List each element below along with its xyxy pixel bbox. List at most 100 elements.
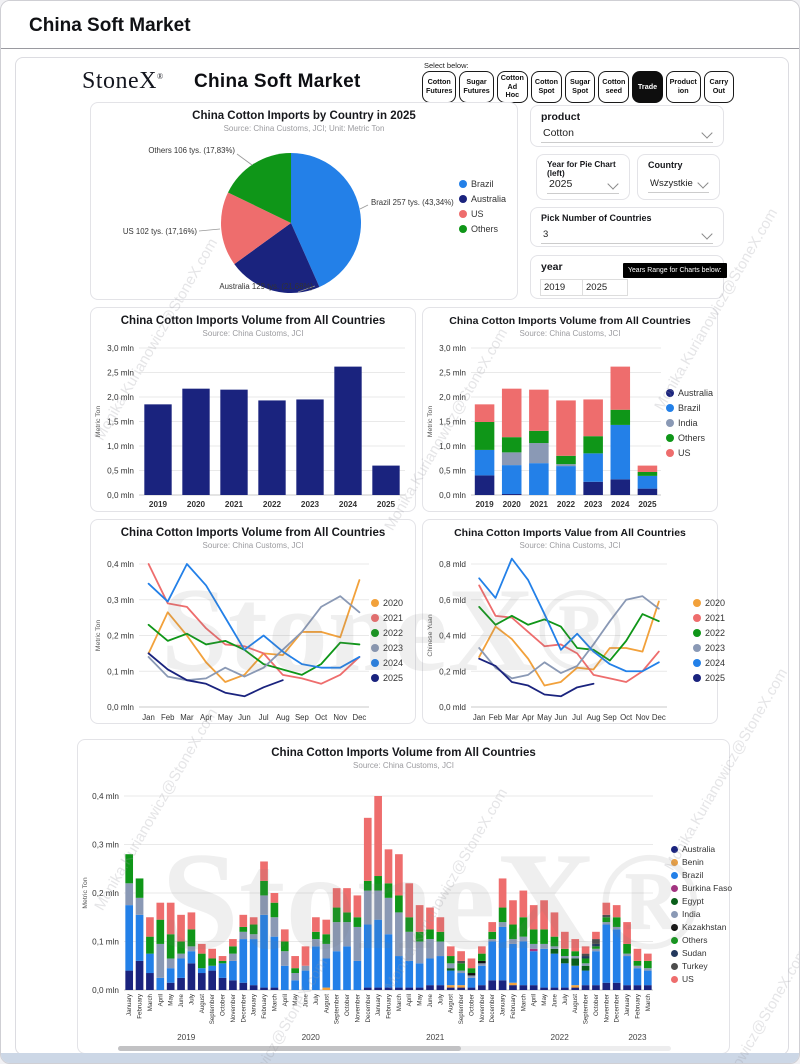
annual-stacked-legend: Australia Brazil India Others US: [666, 388, 713, 463]
legend-item-brazil[interactable]: Brazil: [666, 403, 713, 413]
svg-text:3,0 mln: 3,0 mln: [439, 344, 466, 353]
legend-dot: [371, 674, 379, 682]
svg-text:2022: 2022: [263, 500, 282, 509]
svg-text:Jul: Jul: [259, 713, 269, 722]
legend-dot: [666, 389, 674, 397]
tab-trade[interactable]: Trade: [632, 71, 663, 103]
legend-item-us[interactable]: US: [459, 209, 506, 219]
year-to-input[interactable]: [582, 279, 628, 296]
country-select-value: Wszystkie: [650, 178, 693, 189]
legend-item-others[interactable]: Others: [671, 935, 732, 945]
legend-item-2025[interactable]: 2025: [693, 673, 725, 683]
legend-label: Egypt: [682, 896, 704, 906]
registered-mark: ®: [157, 72, 164, 81]
stonex-logo-text: StoneX: [82, 68, 157, 94]
legend-item-us[interactable]: US: [666, 448, 713, 458]
legend-label: 2021: [705, 613, 726, 623]
legend-item-2020[interactable]: 2020: [371, 598, 403, 608]
legend-label: Brazil: [678, 403, 701, 413]
legend-label: 2025: [705, 673, 726, 683]
tab-cotton-seed[interactable]: Cotton seed: [598, 71, 630, 103]
chevron-down-icon: [701, 127, 713, 139]
legend-item-australia[interactable]: Australia: [666, 388, 713, 398]
legend-item-2022[interactable]: 2022: [371, 628, 403, 638]
legend-label: Brazil: [682, 870, 704, 880]
legend-item-india[interactable]: India: [666, 418, 713, 428]
legend-item-australia[interactable]: Australia: [459, 194, 506, 204]
annual-volume-bar-source: Source: China Customs, JCI: [202, 329, 304, 338]
pie-year-select[interactable]: 2025: [547, 176, 619, 194]
svg-text:2020: 2020: [503, 500, 522, 509]
pick-countries-select[interactable]: 3: [541, 227, 713, 244]
legend-label: 2023: [705, 643, 726, 653]
legend-item-burkina-faso[interactable]: Burkina Faso: [671, 883, 732, 893]
svg-text:August: August: [448, 994, 455, 1014]
year-from-input[interactable]: [540, 279, 586, 296]
legend-item-2021[interactable]: 2021: [693, 613, 725, 623]
annual-volume-bar-title: China Cotton Imports Volume from All Cou…: [120, 315, 386, 327]
svg-text:Apr: Apr: [200, 713, 213, 722]
legend-item-egypt[interactable]: Egypt: [671, 896, 732, 906]
svg-text:0,2 mln: 0,2 mln: [107, 632, 134, 641]
legend-item-others[interactable]: Others: [459, 224, 506, 234]
svg-text:Metric Ton: Metric Ton: [82, 877, 89, 908]
legend-dot: [693, 599, 701, 607]
svg-text:Jan: Jan: [473, 713, 486, 722]
svg-text:0,0 mln: 0,0 mln: [439, 491, 466, 500]
pick-countries-label: Pick Number of Countries: [541, 213, 652, 223]
legend-item-2024[interactable]: 2024: [693, 658, 725, 668]
legend-item-2021[interactable]: 2021: [371, 613, 403, 623]
legend-item-others[interactable]: Others: [666, 433, 713, 443]
tab-carry-out[interactable]: Carry Out: [703, 71, 734, 103]
svg-text:2019: 2019: [177, 1033, 196, 1042]
product-label: product: [541, 111, 581, 123]
annual-volume-bar-chart: 0,0 mln 0,5 mln 1,0 mln 1,5 mln 2,0 mln 2,5 m…: [95, 344, 405, 509]
tab-cotton-futures[interactable]: Cotton Futures: [422, 71, 457, 103]
tab-cotton-spot[interactable]: Cotton Spot: [530, 71, 563, 103]
legend-item-us[interactable]: US: [671, 974, 732, 984]
tab-product-ion[interactable]: Product ion: [665, 71, 701, 103]
legend-item-brazil[interactable]: Brazil: [459, 179, 506, 189]
legend-item-turkey[interactable]: Turkey: [671, 961, 732, 971]
svg-text:August: August: [572, 994, 579, 1014]
legend-item-2023[interactable]: 2023: [371, 643, 403, 653]
legend-item-sudan[interactable]: Sudan: [671, 948, 732, 958]
legend-item-2022[interactable]: 2022: [693, 628, 725, 638]
chevron-down-icon: [697, 177, 709, 189]
pie-chart-card: China Cotton Imports by Country in 2025 …: [90, 102, 518, 300]
legend-item-india[interactable]: India: [671, 909, 732, 919]
chart-scrollbar-track[interactable]: [118, 1046, 671, 1051]
country-select[interactable]: Wszystkie: [648, 176, 709, 193]
svg-text:March: March: [271, 993, 278, 1011]
legend-item-2020[interactable]: 2020: [693, 598, 725, 608]
legend-item-brazil[interactable]: Brazil: [671, 870, 732, 880]
legend-label: India: [682, 909, 701, 919]
page-title: China Soft Market: [29, 15, 191, 36]
legend-label: 2020: [383, 598, 404, 608]
pie-chart-title: China Cotton Imports by Country in 2025: [192, 110, 416, 122]
product-select[interactable]: Cotton: [541, 125, 713, 143]
svg-text:April: April: [157, 994, 164, 1006]
legend-label: Australia: [678, 388, 714, 398]
legend-item-benin[interactable]: Benin: [671, 857, 732, 867]
svg-text:July: July: [562, 993, 569, 1005]
legend-item-kazakhstan[interactable]: Kazakhstan: [671, 922, 732, 932]
legend-label: Benin: [682, 857, 704, 867]
svg-text:2,0 mln: 2,0 mln: [107, 393, 134, 402]
legend-item-2024[interactable]: 2024: [371, 658, 403, 668]
legend-item-2025[interactable]: 2025: [371, 673, 403, 683]
chart-scrollbar-thumb[interactable]: [118, 1046, 461, 1051]
legend-dot: [693, 674, 701, 682]
svg-text:February: February: [137, 993, 144, 1019]
tab-sugar-futures[interactable]: Sugar Futures: [459, 71, 494, 103]
pie-year-control-card: Year for Pie Chart (left) 2025: [536, 154, 630, 200]
legend-item-2023[interactable]: 2023: [693, 643, 725, 653]
tab-cotton-ad-hoc[interactable]: Cotton Ad Hoc: [496, 71, 528, 103]
monthly-country-stacked-title: China Cotton Imports Volume from All Cou…: [271, 747, 536, 759]
pie-chart-source: Source: China Customs, JCI; Unit: Metric…: [223, 124, 385, 133]
svg-text:January: January: [126, 993, 133, 1016]
svg-text:January: January: [500, 993, 507, 1016]
legend-item-australia[interactable]: Australia: [671, 844, 732, 854]
tab-sugar-spot[interactable]: Sugar Spot: [565, 71, 596, 103]
